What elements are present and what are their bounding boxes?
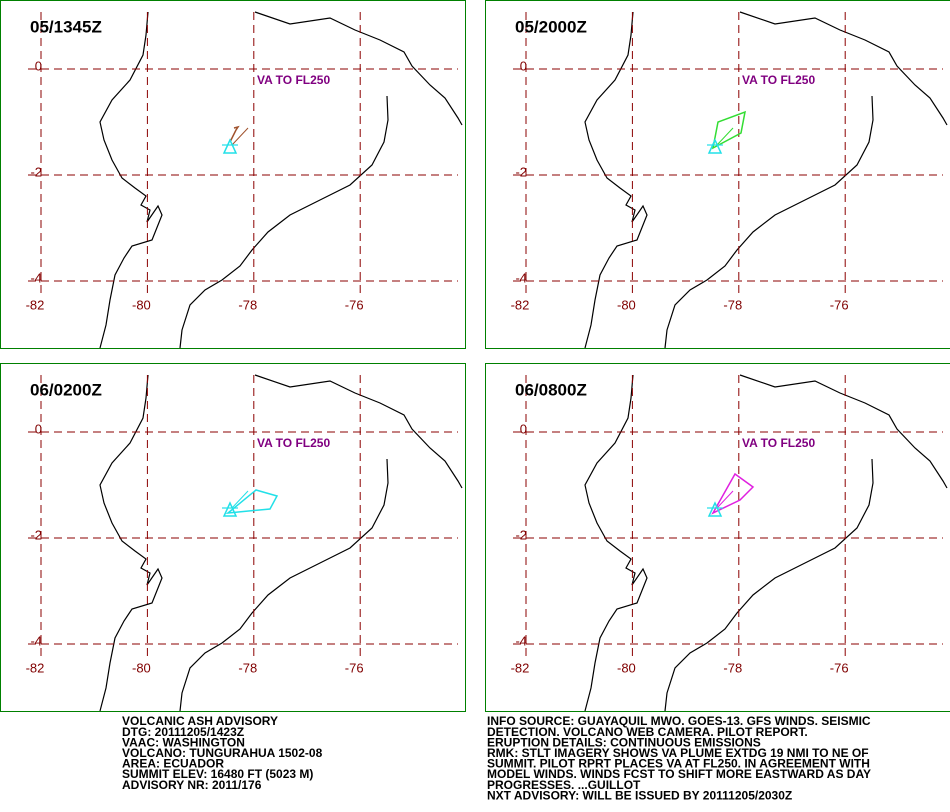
advisory-line: DTG: 20111205/1423Z — [122, 725, 244, 739]
plume-annotation: VA TO FL250 — [742, 73, 815, 87]
lon-tick-label: -76 — [830, 297, 849, 312]
lat-tick-label: 0 — [35, 58, 42, 73]
map-panel: -82 -80 -78 -76 0 -2 -4 06/0200Z VA TO FL250 — [0, 363, 466, 712]
advisory-line: SUMMIT. PILOT RPRT PLACES VA AT FL250. I… — [487, 757, 870, 771]
advisory-line: VOLCANO: TUNGURAHUA 1502-08 — [122, 746, 323, 760]
advisory-line: PROGRESSES. ...GUILLOT — [487, 778, 641, 792]
lon-tick-label: -80 — [132, 297, 151, 312]
lon-tick-label: -76 — [345, 660, 364, 675]
lon-tick-label: -76 — [345, 297, 364, 312]
advisory-line: DETECTION. VOLCANO WEB CAMERA. PILOT REP… — [487, 725, 808, 739]
lon-tick-label: -80 — [617, 297, 636, 312]
lon-tick-label: -82 — [511, 660, 530, 675]
ash-plume-hatch — [716, 490, 734, 509]
panel-border — [0, 0, 466, 349]
map-panel: -82 -80 -78 -76 0 -2 -4 05/2000Z VA TO FL250 — [485, 0, 950, 349]
panel-border — [485, 0, 950, 349]
lon-tick-label: -76 — [830, 660, 849, 675]
lat-tick-label: -4 — [30, 270, 42, 285]
lat-tick-label: 0 — [35, 421, 42, 436]
plume-annotation: VA TO FL250 — [257, 436, 330, 450]
advisory-line: NXT ADVISORY: WILL BE ISSUED BY 20111205… — [487, 788, 792, 802]
advisory-line: ADVISORY NR: 2011/176 — [122, 778, 262, 792]
lat-tick-label: -4 — [515, 633, 527, 648]
advisory-line: RMK: STLT IMAGERY SHOWS VA PLUME EXTDG 1… — [487, 746, 869, 760]
valid-time: 06/0800Z — [515, 380, 587, 399]
lon-tick-label: -80 — [617, 660, 636, 675]
ash-plume — [229, 125, 240, 143]
lon-tick-label: -82 — [26, 660, 45, 675]
lat-tick-label: -2 — [30, 164, 42, 179]
volcano-symbol — [222, 138, 238, 154]
plume-annotation: VA TO FL250 — [257, 73, 330, 87]
ash-plume — [711, 472, 755, 515]
lon-tick-label: -78 — [723, 660, 742, 675]
valid-time: 06/0200Z — [30, 380, 102, 399]
lon-tick-label: -82 — [26, 297, 45, 312]
advisory-line: SUMMIT ELEV: 16480 FT (5023 M) — [122, 767, 313, 781]
map-panel: -82 -80 -78 -76 0 -2 -4 06/0800Z VA TO FL250 — [485, 363, 950, 712]
lat-tick-label: -4 — [515, 270, 527, 285]
lat-tick-label: 0 — [520, 421, 527, 436]
advisory-line: AREA: ECUADOR — [122, 757, 224, 771]
lon-tick-label: -80 — [132, 660, 151, 675]
ash-plume — [711, 110, 746, 150]
volcano-symbol — [707, 138, 723, 154]
panel-border — [485, 363, 950, 712]
lat-tick-label: -2 — [515, 527, 527, 542]
valid-time: 05/2000Z — [515, 17, 587, 36]
volcano-symbol — [222, 501, 238, 517]
advisory-line: INFO SOURCE: GUAYAQUIL MWO. GOES-13. GFS… — [487, 714, 871, 728]
ash-plume-hatch — [231, 490, 249, 509]
lon-tick-label: -78 — [238, 297, 257, 312]
lon-tick-label: -78 — [723, 297, 742, 312]
advisory-line: ERUPTION DETAILS: CONTINUOUS EMISSIONS — [487, 735, 761, 749]
advisory-line: MODEL WINDS. WINDS FCST TO SHIFT MORE EA… — [487, 767, 871, 781]
lat-tick-label: -2 — [30, 527, 42, 542]
advisory-line: VAAC: WASHINGTON — [122, 735, 245, 749]
lat-tick-label: 0 — [520, 58, 527, 73]
ash-plume-hatch — [231, 127, 249, 146]
volcano-symbol — [707, 501, 723, 517]
map-panel: -82 -80 -78 -76 0 -2 -4 05/1345Z VA TO FL250 — [0, 0, 466, 349]
plume-annotation: VA TO FL250 — [742, 436, 815, 450]
lon-tick-label: -78 — [238, 660, 257, 675]
advisory-line: VOLCANIC ASH ADVISORY — [122, 714, 278, 728]
panel-border — [0, 363, 466, 712]
ash-plume — [225, 489, 279, 514]
lon-tick-label: -82 — [511, 297, 530, 312]
ash-plume-hatch — [716, 127, 734, 146]
lat-tick-label: -4 — [30, 633, 42, 648]
lat-tick-label: -2 — [515, 164, 527, 179]
valid-time: 05/1345Z — [30, 17, 102, 36]
